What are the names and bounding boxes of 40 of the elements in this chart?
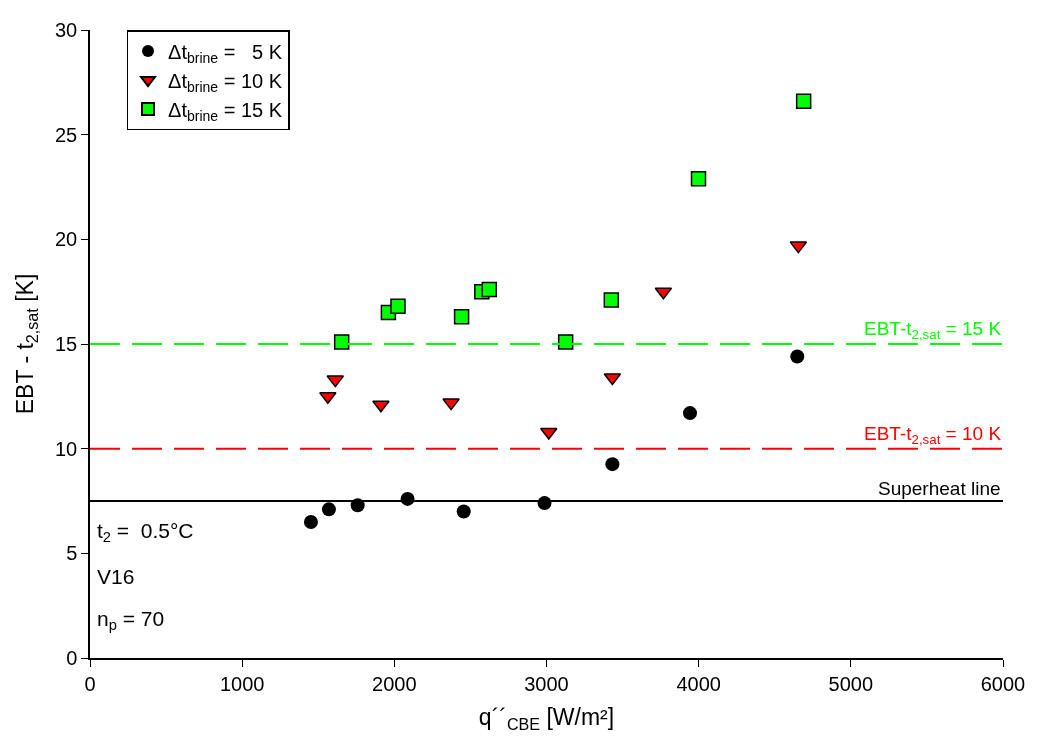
point <box>319 392 337 405</box>
point <box>303 514 318 529</box>
x-tick-label: 5000 <box>828 672 874 695</box>
y-tick-label: 20 <box>55 228 78 251</box>
annotation: n$_{p}$ = 70 <box>97 607 165 634</box>
point <box>683 406 697 421</box>
y-tick-label: 15 <box>55 333 78 355</box>
x-tick-label: 6000 <box>980 672 1026 695</box>
y-tick-label: 10 <box>55 437 78 460</box>
point <box>321 502 336 517</box>
point <box>390 298 406 315</box>
point <box>453 309 470 325</box>
point <box>603 292 620 308</box>
legend-label: Δt$_{brine}$ = 15 K <box>168 98 283 124</box>
y-tick-label: 5 <box>66 542 78 565</box>
ref-line-label: Superheat line <box>878 478 1001 499</box>
point <box>456 504 471 519</box>
point <box>690 170 707 187</box>
point <box>442 398 460 411</box>
annotation: t$_{2}$ = 0.5°C <box>97 519 194 546</box>
legend-label: Δt$_{brine}$ = 5 K <box>168 40 283 66</box>
point <box>605 457 620 472</box>
point <box>333 334 350 350</box>
y-tick-label: 30 <box>55 19 78 41</box>
y-tick-label: 0 <box>66 647 78 669</box>
point <box>795 93 812 109</box>
x-tick-label: 1000 <box>219 672 265 695</box>
ref-line-label: EBT-t$_{2,sat}$ = 10 K <box>864 423 1002 447</box>
point <box>481 281 498 298</box>
annotation: V16 <box>97 565 135 588</box>
x-tick-label: 0 <box>84 672 96 695</box>
x-tick-label: 4000 <box>676 672 721 695</box>
ref-line-label: EBT-t$_{2,sat}$ = 15 K <box>864 318 1002 342</box>
x-tick-label: 2000 <box>372 672 417 695</box>
legend-label: Δt$_{brine}$ = 10 K <box>168 69 283 95</box>
y-tick-label: 25 <box>55 123 78 146</box>
point <box>790 349 805 364</box>
x-axis-title: q´´$_{CBE}$ [W/m²] <box>478 703 615 733</box>
point <box>372 400 390 413</box>
x-tick-label: 3000 <box>524 672 569 695</box>
